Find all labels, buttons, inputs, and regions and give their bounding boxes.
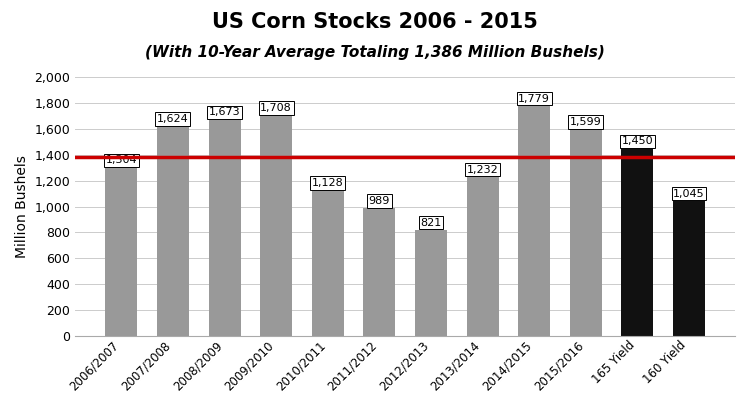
Text: (With 10-Year Average Totaling 1,386 Million Bushels): (With 10-Year Average Totaling 1,386 Mil…: [145, 45, 605, 60]
Text: 1,708: 1,708: [260, 103, 292, 113]
Bar: [673, 201, 705, 336]
Text: 1,673: 1,673: [209, 107, 240, 118]
Text: 989: 989: [369, 196, 390, 206]
Bar: [260, 115, 292, 336]
Text: 1,232: 1,232: [466, 164, 499, 175]
Bar: [157, 126, 189, 336]
Text: 1,779: 1,779: [518, 94, 550, 104]
Bar: [312, 190, 344, 336]
Bar: [622, 148, 653, 336]
Text: 1,128: 1,128: [312, 178, 344, 188]
Bar: [518, 106, 550, 336]
Text: 1,624: 1,624: [157, 114, 189, 124]
Bar: [363, 208, 395, 336]
Bar: [466, 177, 499, 336]
Text: 1,450: 1,450: [622, 136, 653, 146]
Text: 1,599: 1,599: [570, 117, 602, 127]
Y-axis label: Million Bushels: Million Bushels: [15, 155, 29, 258]
Text: US Corn Stocks 2006 - 2015: US Corn Stocks 2006 - 2015: [212, 12, 538, 32]
Text: 1,045: 1,045: [674, 189, 705, 199]
Text: 1,304: 1,304: [106, 155, 137, 165]
Text: 821: 821: [420, 218, 442, 228]
Bar: [105, 167, 137, 336]
Bar: [209, 120, 241, 336]
Bar: [415, 230, 447, 336]
Bar: [570, 129, 602, 336]
